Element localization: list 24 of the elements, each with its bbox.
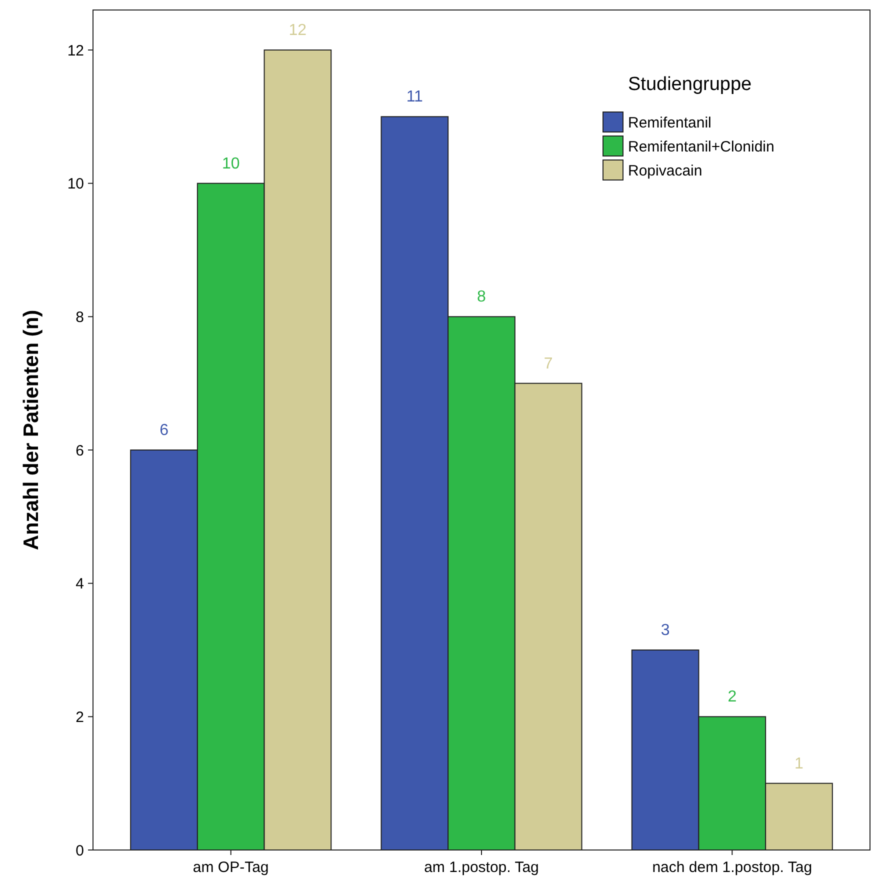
legend-title: Studiengruppe	[628, 74, 752, 95]
y-tick-label: 10	[67, 176, 84, 193]
legend-label: Ropivacain	[628, 162, 702, 180]
y-tick-label: 2	[76, 708, 84, 726]
data-label: 12	[288, 22, 307, 39]
data-label: 11	[406, 88, 424, 106]
y-tick-label: 0	[76, 842, 84, 860]
legend-label: Remifentanil	[628, 114, 712, 132]
x-tick-label: am OP-Tag	[192, 859, 269, 876]
data-label: 8	[477, 288, 486, 306]
legend-label: Remifentanil+Clonidin	[628, 138, 774, 156]
data-label: 1	[794, 755, 804, 772]
x-tick-label: nach dem 1.postop. Tag	[652, 859, 812, 876]
data-label: 3	[660, 622, 670, 639]
y-tick-label: 4	[76, 576, 84, 593]
y-tick-label: 12	[67, 42, 84, 60]
y-tick-label: 8	[76, 308, 84, 326]
y-tick-label: 6	[76, 442, 84, 460]
data-label: 6	[160, 422, 169, 439]
data-label: 2	[728, 688, 737, 706]
data-label: 10	[222, 155, 240, 172]
data-label: 7	[544, 355, 553, 372]
y-axis-title: Anzahl der Patienten (n)	[20, 310, 43, 550]
x-tick-label: am 1.postop. Tag	[424, 859, 539, 876]
